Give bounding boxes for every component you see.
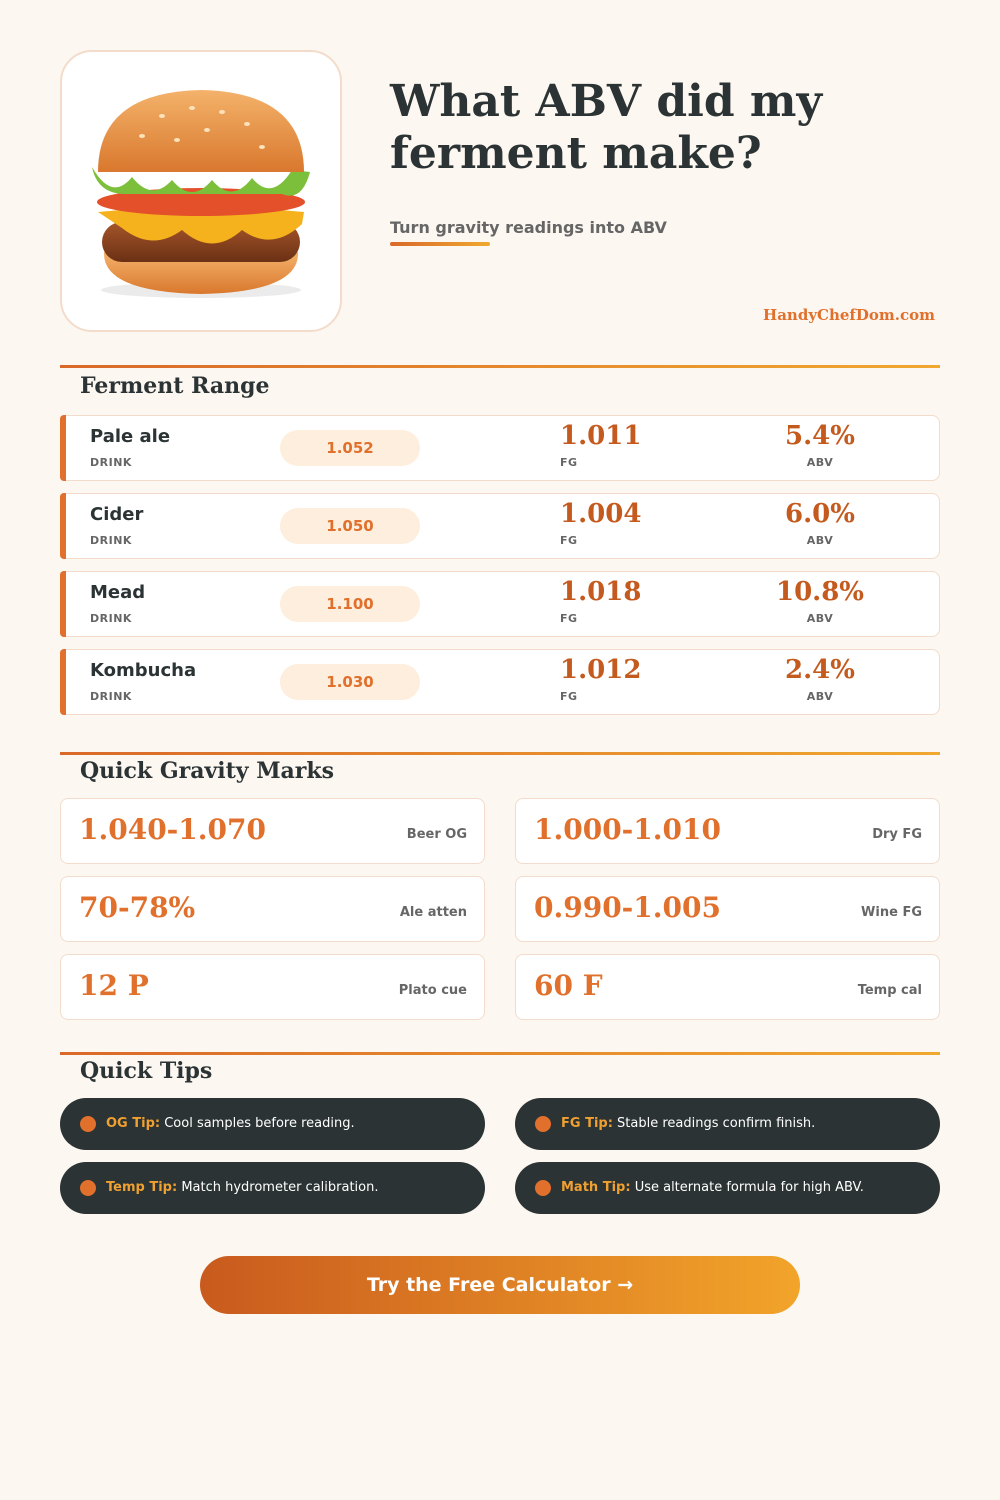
tip-text: Math Tip: Use alternate formula for high… [561,1162,864,1214]
tip-body: Cool samples before reading. [164,1116,355,1131]
ferment-row: Cider DRINK 1.050 1.004 FG 6.0% ABV [60,493,940,559]
section-title: Quick Gravity Marks [80,758,335,784]
burger-image [92,90,310,298]
gravity-value: 1.000-1.010 [534,813,721,846]
tip-body: Use alternate formula for high ABV. [634,1180,864,1195]
ferment-row: Pale ale DRINK 1.052 1.011 FG 5.4% ABV [60,415,940,481]
gravity-label: Plato cue [398,983,467,998]
gravity-value: 70-78% [79,891,196,924]
site-name: HandyChefDom.com [763,306,935,324]
gravity-card: 0.990-1.005 Wine FG [515,876,940,942]
tip-label: OG Tip: [106,1116,161,1131]
og-value: 1.030 [280,664,420,700]
tip-dot [535,1116,551,1132]
ferment-row: Kombucha DRINK 1.030 1.012 FG 2.4% ABV [60,649,940,715]
section-divider [60,752,940,755]
abv-label: ABV [806,612,834,625]
og-value: 1.100 [280,586,420,622]
abv-value: 5.4% [785,421,855,451]
tip-dot [80,1180,96,1196]
tip-label: Math Tip: [561,1180,631,1195]
gravity-value: 60 F [534,969,603,1002]
row-accent [60,571,66,637]
image-card [60,50,342,332]
subtitle: Turn gravity readings into ABV [390,218,667,237]
drink-name: Mead [90,582,146,603]
gravity-value: 0.990-1.005 [534,891,721,924]
tip-body: Match hydrometer calibration. [181,1180,379,1195]
tip-pill: OG Tip: Cool samples before reading. [60,1098,485,1150]
fg-value: 1.004 [560,499,642,529]
drink-label: DRINK [90,534,132,547]
tip-pill: Math Tip: Use alternate formula for high… [515,1162,940,1214]
abv-value: 10.8% [775,577,865,607]
og-value: 1.050 [280,508,420,544]
gravity-label: Temp cal [857,983,922,998]
gravity-value: 1.040-1.070 [79,813,266,846]
gravity-label: Beer OG [406,827,467,842]
abv-value: 6.0% [785,499,855,529]
drink-label: DRINK [90,456,132,469]
drink-name: Cider [90,504,144,525]
gravity-value: 12 P [79,969,149,1002]
tip-text: Temp Tip: Match hydrometer calibration. [106,1162,378,1214]
tip-label: FG Tip: [561,1116,613,1131]
gravity-card: 12 P Plato cue [60,954,485,1020]
row-accent [60,493,66,559]
row-accent [60,649,66,715]
gravity-label: Ale atten [399,905,467,920]
fg-value: 1.012 [560,655,642,685]
fg-value: 1.018 [560,577,642,607]
drink-name: Kombucha [90,660,197,681]
section-title: Quick Tips [80,1058,213,1084]
abv-value: 2.4% [785,655,855,685]
tip-pill: Temp Tip: Match hydrometer calibration. [60,1162,485,1214]
section-divider [60,365,940,368]
subtitle-underline [390,242,490,246]
abv-label: ABV [806,534,834,547]
section-divider [60,1052,940,1055]
gravity-card: 60 F Temp cal [515,954,940,1020]
ferment-row: Mead DRINK 1.100 1.018 FG 10.8% ABV [60,571,940,637]
abv-label: ABV [806,690,834,703]
tip-label: Temp Tip: [106,1180,178,1195]
fg-label: FG [560,612,578,625]
gravity-card: 1.040-1.070 Beer OG [60,798,485,864]
section-title: Ferment Range [80,373,270,399]
fg-label: FG [560,456,578,469]
gravity-card: 1.000-1.010 Dry FG [515,798,940,864]
row-accent [60,415,66,481]
fg-value: 1.011 [560,421,642,451]
tip-dot [80,1116,96,1132]
tip-pill: FG Tip: Stable readings confirm finish. [515,1098,940,1150]
tip-text: OG Tip: Cool samples before reading. [106,1098,355,1150]
gravity-label: Wine FG [861,905,922,920]
fg-label: FG [560,534,578,547]
gravity-card: 70-78% Ale atten [60,876,485,942]
tip-dot [535,1180,551,1196]
tip-text: FG Tip: Stable readings confirm finish. [561,1098,815,1150]
drink-label: DRINK [90,690,132,703]
fg-label: FG [560,690,578,703]
title: What ABV did my ferment make? [390,76,823,179]
abv-label: ABV [806,456,834,469]
og-value: 1.052 [280,430,420,466]
cta-button[interactable]: Try the Free Calculator → [200,1256,800,1314]
drink-name: Pale ale [90,426,171,447]
tip-body: Stable readings confirm finish. [617,1116,816,1131]
gravity-label: Dry FG [872,827,922,842]
drink-label: DRINK [90,612,132,625]
